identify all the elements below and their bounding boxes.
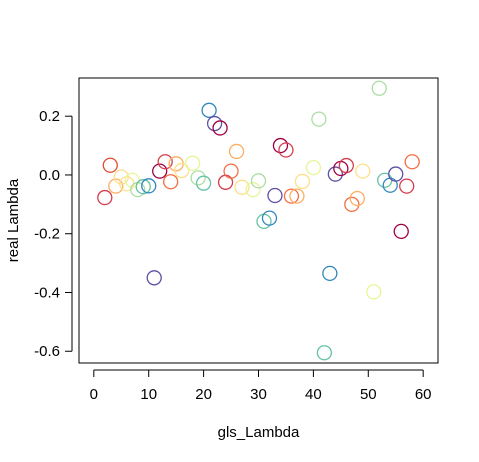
data-point (294, 173, 311, 190)
data-point (366, 284, 382, 300)
data-point (316, 345, 333, 361)
x-tick-label: 10 (140, 386, 157, 403)
data-point (267, 187, 283, 204)
data-point (393, 223, 409, 240)
data-point (102, 157, 118, 173)
data-point (355, 163, 371, 179)
data-point (234, 179, 250, 195)
data-point (278, 142, 294, 158)
data-point (371, 80, 387, 96)
data-point (184, 155, 201, 171)
data-point (141, 178, 157, 194)
data-point (322, 265, 338, 282)
data-point (201, 102, 217, 118)
data-point (152, 163, 168, 179)
data-point (399, 178, 415, 194)
x-tick-label: 60 (415, 386, 432, 403)
data-point (228, 143, 245, 160)
data-point (206, 115, 223, 132)
y-tick-label: -0.6 (34, 343, 60, 360)
data-point (223, 163, 239, 179)
data-point (283, 188, 300, 204)
x-tick-label: 20 (195, 386, 212, 403)
data-point (173, 162, 190, 179)
y-axis-label: real Lambda (5, 178, 22, 262)
data-point (217, 174, 234, 190)
x-tick-label: 30 (250, 386, 267, 403)
x-tick-label: 50 (360, 386, 377, 403)
data-point (157, 154, 173, 170)
data-point (349, 190, 365, 207)
data-point (338, 157, 354, 174)
y-axis: -0.6 -0.4 -0.2 0.0 0.2 (34, 108, 73, 360)
data-point (195, 175, 212, 191)
data-point (146, 270, 162, 286)
data-point (327, 166, 344, 182)
data-point (108, 178, 124, 194)
data-point (344, 196, 360, 212)
data-point (333, 160, 349, 177)
data-point (135, 179, 151, 195)
x-tick-label: 40 (305, 386, 322, 403)
data-point (261, 210, 278, 226)
x-axis-label: gls_Lambda (218, 424, 300, 441)
data-point (250, 173, 267, 189)
y-tick-label: 0.2 (39, 108, 60, 125)
x-tick-label: 0 (90, 386, 98, 403)
data-point (163, 174, 179, 190)
data-point (305, 159, 322, 176)
data-point (272, 137, 289, 154)
y-tick-label: 0.0 (39, 167, 60, 184)
data-point (212, 120, 228, 136)
data-point (311, 111, 327, 127)
x-axis: 0 10 20 30 40 50 60 (90, 369, 432, 403)
data-point (404, 154, 420, 170)
plot-area-border (78, 77, 439, 364)
data-points (97, 80, 420, 361)
data-point (289, 188, 305, 204)
data-point (388, 166, 404, 182)
data-point (190, 170, 206, 186)
y-tick-label: -0.4 (34, 284, 60, 301)
y-tick-label: -0.2 (34, 226, 60, 243)
data-point (97, 189, 113, 206)
data-point (245, 181, 261, 198)
